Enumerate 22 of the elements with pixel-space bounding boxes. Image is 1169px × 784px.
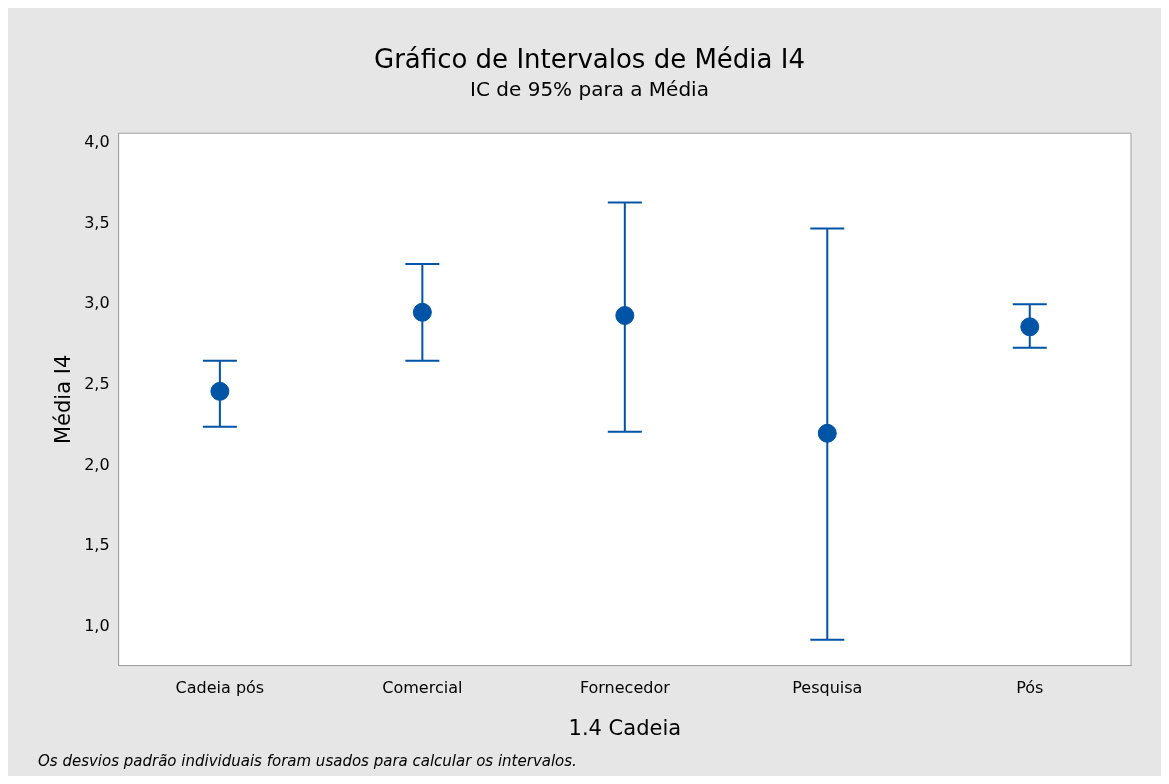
x-tick-label: Fornecedor bbox=[579, 678, 671, 698]
text: Os desvios padrão individuais foram usados para calcular os intervalos. bbox=[38, 752, 577, 771]
point bbox=[615, 306, 635, 326]
x-tick-label: Pesquisa bbox=[792, 678, 863, 698]
y-tick-label: 3,0 bbox=[84, 293, 110, 313]
x-tick-label: Comercial bbox=[382, 678, 463, 698]
y-tick-label: 1,5 bbox=[84, 535, 110, 555]
point bbox=[412, 302, 432, 322]
point bbox=[1020, 317, 1040, 337]
chart-title: Gráfico de Intervalos de Média I4 bbox=[374, 44, 805, 75]
x-tick-label: Cadeia pós bbox=[175, 678, 265, 698]
y-tick-label: 2,0 bbox=[84, 454, 110, 474]
y-tick-label: 1,0 bbox=[84, 616, 110, 636]
y-axis-title: Média I4 bbox=[51, 354, 76, 445]
x-tick-label: Pós bbox=[1016, 678, 1044, 698]
point bbox=[817, 423, 837, 443]
chart-subtitle: IC de 95% para a Média bbox=[470, 77, 709, 102]
x-axis-title: 1.4 Cadeia bbox=[568, 715, 682, 740]
y-tick-label: 3,5 bbox=[84, 212, 110, 232]
y-tick-label: 4,0 bbox=[84, 132, 110, 152]
y-tick-label: 2,5 bbox=[84, 374, 110, 394]
point bbox=[210, 381, 230, 401]
